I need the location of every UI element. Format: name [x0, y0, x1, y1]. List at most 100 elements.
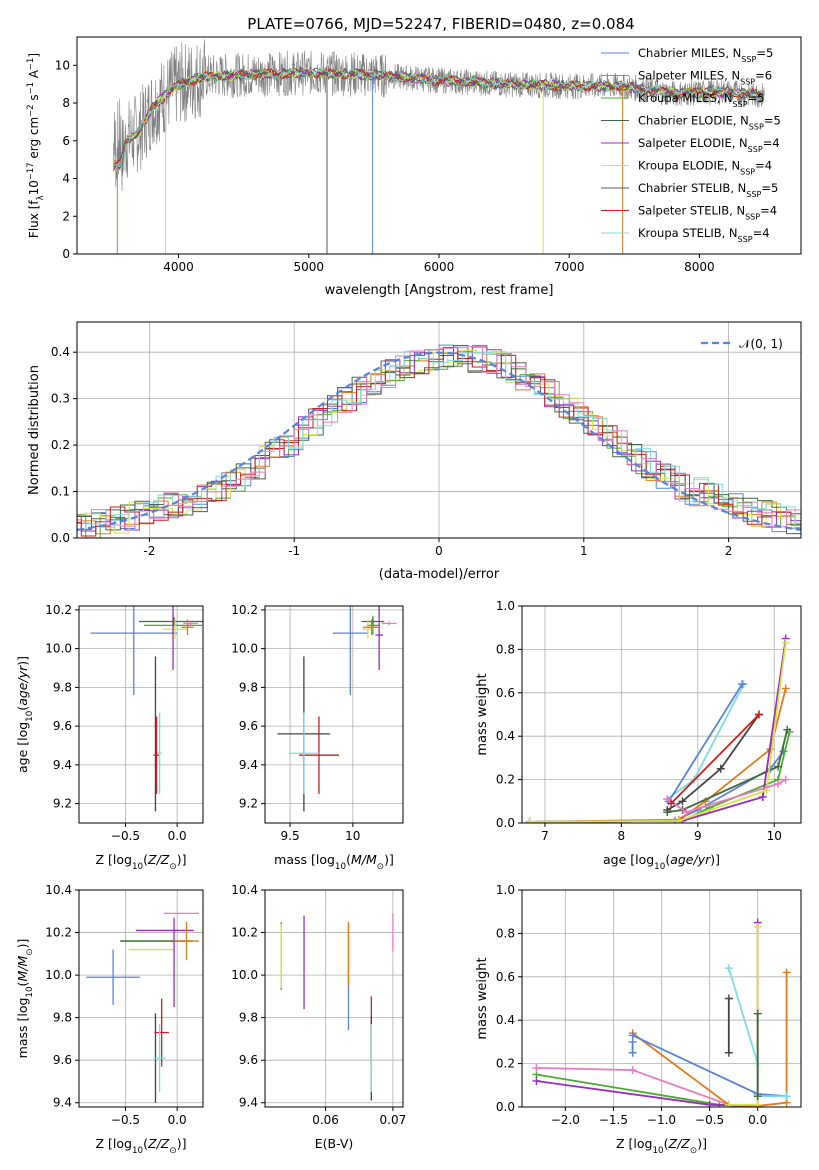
- weight-marker: [724, 964, 733, 973]
- x-axis-label: wavelength [Angstrom, rest frame]: [325, 283, 554, 298]
- y-tick-label: 0.0: [496, 816, 515, 830]
- legend-label: Kroupa MILES, NSSP=5: [638, 91, 765, 109]
- weight-marker: [628, 1066, 637, 1075]
- x-tick-label: −0.5: [695, 1113, 724, 1127]
- plot-area: [277, 606, 397, 812]
- y-tick-label: 10.0: [231, 642, 258, 656]
- x-tick-label: 4000: [163, 260, 194, 274]
- weight-marker: [532, 1063, 541, 1072]
- weight-marker: [738, 680, 747, 689]
- weight-marker: [678, 797, 687, 806]
- weight-marker: [724, 994, 733, 1003]
- weight-marker: [667, 799, 676, 808]
- y-tick-label: 0.1: [51, 485, 70, 499]
- weight-vs-z-panel: −2.0 −1.5 −1.0 −0.5 0.0 0.0 0.2 0.4 0.6 0.8 1.0 Z […: [475, 883, 802, 1156]
- weight-marker: [783, 725, 792, 734]
- weight-marker: [663, 795, 672, 804]
- x-axis-label: age [log10(age/yr)]: [603, 852, 720, 872]
- plot-area: [86, 912, 199, 1103]
- x-tick-label: 7000: [554, 260, 585, 274]
- weight-marker: [628, 1037, 637, 1046]
- y-axis-label: Flux [fλ10−17 erg cm−2 s−1 A−1]: [25, 53, 45, 238]
- y-tick-label: 10.2: [231, 926, 258, 940]
- weight-line: [536, 1067, 758, 1107]
- y-tick-label: 9.4: [239, 758, 258, 772]
- model-spectrum-line: [113, 67, 764, 167]
- weight-line: [529, 642, 787, 823]
- y-tick-label: 10.2: [45, 926, 72, 940]
- y-tick-label: 9.4: [53, 1096, 72, 1110]
- x-tick-label: 8000: [684, 260, 715, 274]
- y-tick-label: 9.2: [239, 797, 258, 811]
- y-tick-label: 2: [62, 209, 70, 223]
- x-axis-label: (data-model)/error: [379, 567, 500, 582]
- x-tick-label: 8: [618, 829, 626, 843]
- age-vs-mass-panel: 9.5 10 9.2 9.4 9.6 9.8 10.0 10.2 mass [log10(M/M…: [231, 603, 404, 872]
- weight-marker: [724, 1048, 733, 1057]
- y-tick-label: 0.2: [51, 438, 70, 452]
- x-tick-label: 10: [345, 829, 360, 843]
- x-tick-label: 0.07: [380, 1113, 407, 1127]
- weight-marker: [781, 638, 790, 647]
- weight-marker: [724, 1100, 733, 1107]
- y-tick-label: 0.8: [496, 926, 515, 940]
- x-tick-label: 9.5: [281, 829, 300, 843]
- y-tick-label: 0.4: [496, 729, 515, 743]
- y-tick-label: 0.8: [496, 642, 515, 656]
- y-tick-label: 9.4: [239, 1096, 258, 1110]
- plot-area: [532, 918, 791, 1107]
- y-tick-label: 0.0: [496, 1100, 515, 1114]
- y-tick-label: 0: [62, 247, 70, 261]
- y-tick-label: 9.6: [239, 1053, 258, 1067]
- weight-marker: [716, 764, 725, 773]
- x-tick-label: −2.0: [551, 1113, 580, 1127]
- x-tick-label: 9: [694, 829, 702, 843]
- y-tick-label: 0.6: [496, 686, 515, 700]
- y-tick-label: 1.0: [496, 599, 515, 613]
- histogram-step: [77, 350, 801, 530]
- plot-area: [77, 344, 801, 538]
- x-tick-label: −1.0: [647, 1113, 676, 1127]
- y-tick-label: 0.6: [496, 970, 515, 984]
- weight-marker: [753, 1100, 762, 1107]
- axes-frame: [521, 605, 802, 824]
- y-tick-label: 10.4: [45, 883, 72, 897]
- plot-area: [525, 634, 794, 823]
- y-tick-label: 10.0: [45, 968, 72, 982]
- y-tick-label: 10: [55, 58, 70, 72]
- weight-line: [670, 713, 760, 805]
- weight-marker: [753, 1092, 762, 1101]
- weight-vs-age-panel: 7 8 9 10 0.0 0.2 0.4 0.6 0.8 1.0 age [log10(age/yr…: [475, 599, 802, 872]
- weight-marker: [532, 1076, 541, 1085]
- weight-marker: [782, 968, 791, 977]
- y-tick-label: 10.2: [231, 603, 258, 617]
- histogram-step: [77, 350, 801, 534]
- spectrum-panel: 4000 5000 6000 7000 8000 0 2 4 6 8 10 Chabrier MILE…: [25, 36, 802, 298]
- weight-line: [529, 750, 785, 823]
- age-vs-z-panel: −0.5 0.0 9.2 9.4 9.6 9.8 10.0 10.2 Z [log10(Z/Z⊙…: [15, 603, 204, 872]
- y-tick-label: 10.2: [45, 603, 72, 617]
- y-axis-label: Normed distribution: [27, 365, 42, 495]
- figure-title: PLATE=0766, MJD=52247, FIBERID=0480, z=0…: [247, 15, 634, 33]
- x-axis-label: Z [log10(Z/Z⊙)]: [616, 1136, 707, 1156]
- y-tick-label: 9.6: [53, 1053, 72, 1067]
- weight-line: [529, 731, 791, 823]
- y-tick-label: 9.8: [239, 680, 258, 694]
- y-tick-label: 9.4: [53, 758, 72, 772]
- weight-marker: [682, 808, 691, 817]
- x-tick-label: 0.0: [748, 1113, 767, 1127]
- plot-area: [90, 606, 203, 812]
- x-tick-label: 0.0: [168, 829, 187, 843]
- model-spectrum-line: [113, 66, 764, 172]
- x-axis-label: Z [log10(Z/Z⊙)]: [96, 852, 187, 872]
- y-axis-label: mass [log10(M/M⊙)]: [15, 939, 35, 1059]
- weight-marker: [758, 792, 767, 801]
- y-axis-label: mass weight: [475, 957, 490, 1039]
- x-tick-label: −0.5: [111, 829, 140, 843]
- x-tick-label: 7: [541, 829, 549, 843]
- x-axis-label: mass [log10(M/M⊙)]: [274, 852, 394, 872]
- weight-marker: [674, 816, 683, 823]
- y-tick-label: 0.3: [51, 392, 70, 406]
- legend-label: Chabrier ELODIE, NSSP=5: [638, 114, 781, 132]
